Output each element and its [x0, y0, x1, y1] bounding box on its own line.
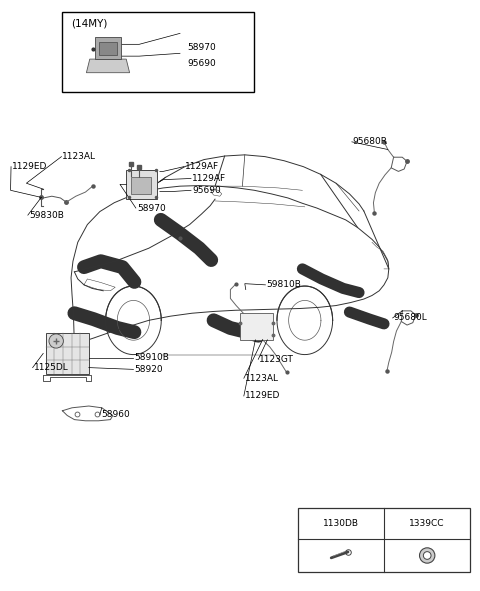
Ellipse shape: [423, 551, 431, 559]
Bar: [62, 12, 254, 92]
Bar: [46, 333, 89, 374]
Text: 1130DB: 1130DB: [323, 519, 359, 528]
Text: 1129AF: 1129AF: [192, 174, 226, 183]
Text: (14MY): (14MY): [71, 19, 108, 29]
Text: 58970: 58970: [187, 43, 216, 52]
Text: 58920: 58920: [134, 365, 163, 374]
Text: 95690: 95690: [187, 59, 216, 68]
Text: 1129AF: 1129AF: [185, 162, 219, 171]
Text: 1123AL: 1123AL: [245, 374, 279, 383]
Bar: [298, 508, 470, 572]
Text: 1129ED: 1129ED: [12, 162, 48, 171]
FancyBboxPatch shape: [95, 37, 121, 59]
Bar: [99, 42, 117, 55]
Text: 95690: 95690: [192, 186, 221, 195]
Text: 1129ED: 1129ED: [245, 391, 280, 401]
Bar: [240, 313, 273, 340]
Text: 58970: 58970: [137, 203, 166, 213]
Text: 95680R: 95680R: [353, 137, 388, 147]
Ellipse shape: [420, 548, 435, 563]
Polygon shape: [86, 59, 130, 73]
Ellipse shape: [49, 334, 63, 348]
Text: 95680L: 95680L: [394, 313, 427, 323]
Text: 1123AL: 1123AL: [62, 152, 96, 161]
Text: 1339CC: 1339CC: [409, 519, 445, 528]
Text: 58910B: 58910B: [134, 353, 169, 362]
Text: 58960: 58960: [101, 410, 130, 420]
Text: 1123GT: 1123GT: [259, 355, 294, 364]
Text: 1125DL: 1125DL: [34, 363, 68, 372]
Bar: [131, 177, 151, 194]
Text: 59830B: 59830B: [29, 210, 64, 220]
Bar: [126, 170, 157, 199]
Text: 59810B: 59810B: [266, 280, 301, 290]
